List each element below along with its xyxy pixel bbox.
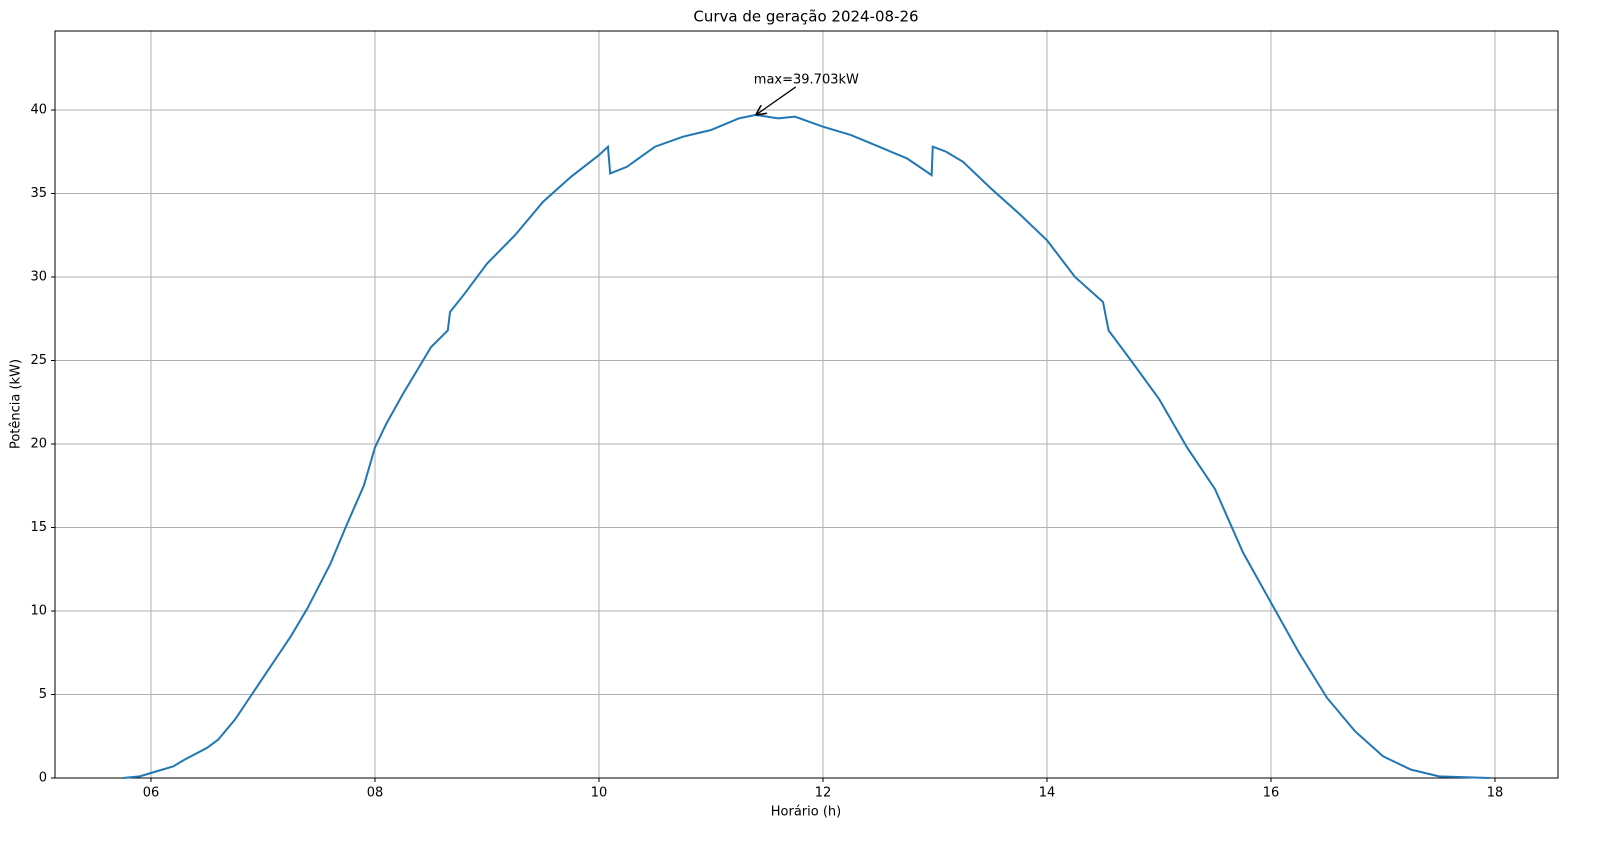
y-tick-label: 15 — [30, 520, 47, 535]
y-tick-label: 20 — [30, 436, 47, 451]
x-axis-label: Horário (h) — [771, 805, 841, 820]
y-tick-label: 40 — [30, 102, 47, 117]
y-tick-label: 25 — [30, 353, 47, 368]
y-tick-label: 5 — [39, 687, 47, 702]
x-tick-label: 18 — [1487, 786, 1504, 801]
y-tick-label: 0 — [39, 771, 47, 786]
x-tick-label: 14 — [1039, 786, 1056, 801]
chart-title: Curva de geração 2024-08-26 — [693, 8, 918, 26]
annotation-text: max=39.703kW — [754, 72, 859, 87]
annotation-arrow — [756, 86, 797, 115]
x-tick-label: 06 — [143, 786, 160, 801]
x-tick-label: 16 — [1263, 786, 1280, 801]
y-tick-label: 10 — [30, 603, 47, 618]
series-line — [122, 113, 1490, 779]
y-axis-label: Potência (kW) — [9, 359, 24, 449]
x-tick-label: 08 — [367, 786, 384, 801]
y-tick-label: 30 — [30, 269, 47, 284]
x-tick-label: 10 — [591, 786, 608, 801]
plot-frame — [54, 30, 1559, 779]
y-tick-label: 35 — [30, 186, 47, 201]
x-tick-label: 12 — [815, 786, 832, 801]
